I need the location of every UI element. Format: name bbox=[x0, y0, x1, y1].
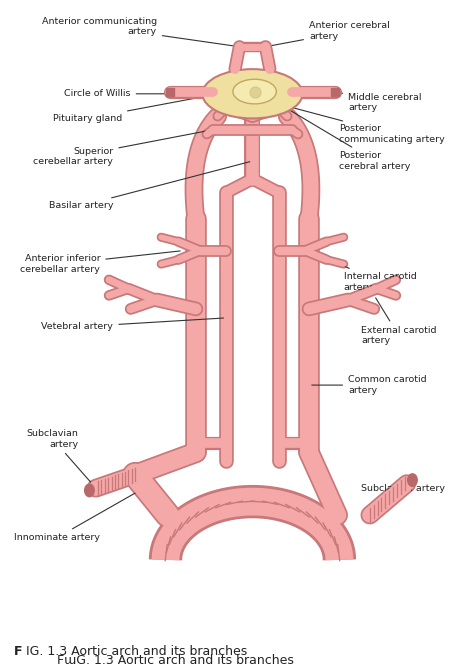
Text: Posterior
cerebral artery: Posterior cerebral artery bbox=[272, 100, 411, 171]
Ellipse shape bbox=[85, 484, 94, 497]
Text: Internal carotid
artery: Internal carotid artery bbox=[311, 252, 417, 292]
Text: Subclavian
artery: Subclavian artery bbox=[27, 429, 94, 486]
Text: Subclavian artery: Subclavian artery bbox=[361, 483, 445, 493]
Text: Circle of Willis: Circle of Willis bbox=[64, 89, 210, 98]
Ellipse shape bbox=[202, 69, 302, 118]
Text: Middle cerebral
artery: Middle cerebral artery bbox=[338, 92, 421, 112]
Text: Pituitary gland: Pituitary gland bbox=[53, 92, 228, 123]
Text: IG. 1.3 Aortic arch and its branches: IG. 1.3 Aortic arch and its branches bbox=[26, 645, 247, 658]
Text: Anterior communicating
artery: Anterior communicating artery bbox=[42, 17, 237, 47]
Text: Posterior
communicating artery: Posterior communicating artery bbox=[277, 104, 445, 144]
Ellipse shape bbox=[408, 474, 417, 486]
Ellipse shape bbox=[233, 79, 276, 104]
Text: Superior
cerebellar artery: Superior cerebellar artery bbox=[34, 130, 210, 166]
Text: Anterior inferior
cerebellar artery: Anterior inferior cerebellar artery bbox=[20, 251, 180, 274]
Text: External carotid
artery: External carotid artery bbox=[361, 298, 437, 346]
Text: Basilar artery: Basilar artery bbox=[49, 162, 250, 210]
Text: Innominate artery: Innominate artery bbox=[14, 489, 141, 542]
Text: FɯG. 1.3 Aortic arch and its branches: FɯG. 1.3 Aortic arch and its branches bbox=[57, 654, 294, 665]
Text: F: F bbox=[14, 645, 23, 658]
Text: Anterior cerebral
artery: Anterior cerebral artery bbox=[268, 21, 390, 47]
Text: Vetebral artery: Vetebral artery bbox=[41, 318, 224, 331]
Text: Common carotid
artery: Common carotid artery bbox=[312, 375, 427, 395]
